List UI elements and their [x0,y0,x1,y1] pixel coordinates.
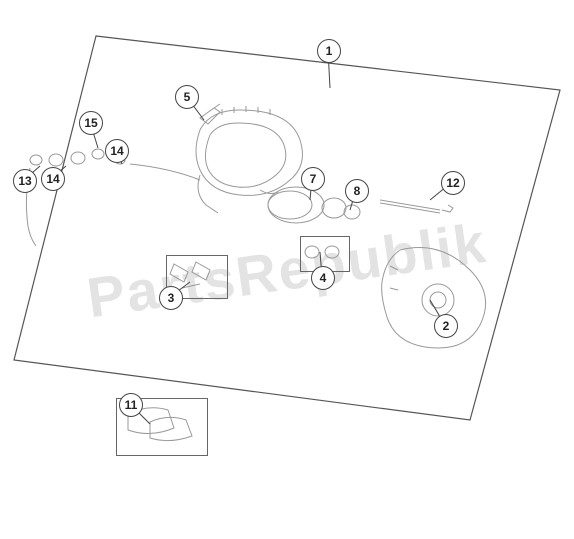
callout-3: 3 [159,286,183,310]
panel-outline [14,36,560,420]
lead-15 [93,133,98,148]
part-caliper_body [196,106,302,213]
lead-12 [430,189,443,200]
parts-layer [26,104,485,441]
callout-14b: 14 [105,139,129,163]
callout-15: 15 [79,111,103,135]
exploded-view-svg [0,0,574,539]
callout-7: 7 [301,167,325,191]
part-banjo_area [26,149,200,246]
diagram-stage: PartsRepublik 1234578111213141415 [0,0,574,539]
callout-8: 8 [345,179,369,203]
lead-1 [329,61,330,88]
callout-13: 13 [13,169,37,193]
callout-2: 2 [434,314,458,338]
callout-5: 5 [175,85,199,109]
callout-14: 14 [41,167,65,191]
part-guide_pin [380,200,453,213]
callout-1: 1 [317,39,341,63]
callout-11: 11 [119,393,143,417]
lead-5 [193,105,204,120]
callout-12: 12 [441,171,465,195]
part-bracket [382,248,486,349]
callout-4: 4 [311,266,335,290]
